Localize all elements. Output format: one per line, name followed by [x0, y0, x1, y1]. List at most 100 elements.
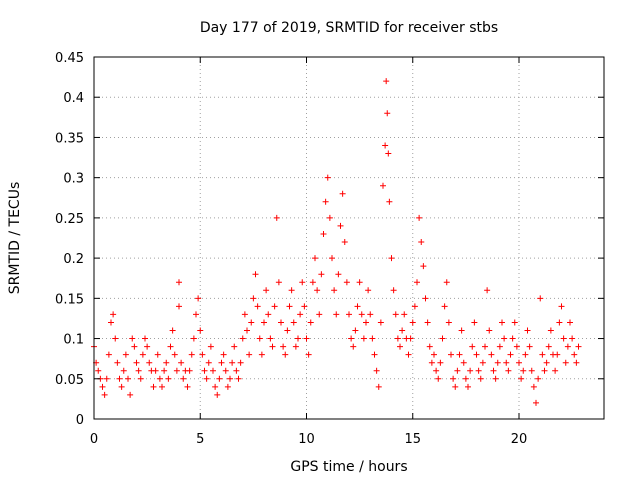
data-point [229, 359, 236, 366]
data-point [513, 343, 520, 350]
data-point [547, 327, 554, 334]
data-point [405, 351, 412, 358]
data-point [120, 367, 127, 374]
data-point [528, 367, 535, 374]
y-tick-label: 0.3 [63, 172, 84, 187]
data-point [246, 351, 253, 358]
data-point [267, 335, 274, 342]
data-point [254, 303, 261, 310]
y-axis-label: SRMTID / TECUs [7, 182, 23, 295]
data-point [222, 367, 229, 374]
data-point [439, 335, 446, 342]
data-point [499, 319, 505, 326]
data-point [420, 263, 427, 270]
data-point [322, 198, 329, 205]
data-point [443, 279, 450, 286]
data-point [383, 78, 390, 85]
data-point [350, 343, 357, 350]
data-point [214, 391, 221, 398]
data-point [363, 319, 369, 326]
grid-layer [94, 57, 604, 419]
data-point [367, 311, 374, 318]
data-point [373, 367, 380, 374]
data-point [129, 335, 136, 342]
data-point [227, 375, 233, 382]
data-point [501, 335, 508, 342]
data-point [390, 287, 397, 294]
data-point [171, 351, 178, 358]
data-point [448, 351, 454, 358]
data-point [193, 311, 199, 318]
ticks-layer: 0 0.05 0.1 0.15 0.2 0.25 0.3 0.35 0.4 0.45 0 5 10 15 2… [55, 51, 604, 447]
data-point [426, 343, 433, 350]
data-point [477, 375, 484, 382]
data-point [562, 359, 569, 366]
y-tick-label: 0.05 [55, 373, 84, 388]
data-point [356, 279, 363, 286]
data-point [237, 359, 244, 366]
data-point [558, 303, 565, 310]
data-point [122, 351, 129, 358]
data-point [271, 303, 278, 310]
data-point [522, 351, 529, 358]
data-point [125, 375, 131, 382]
data-point [303, 335, 310, 342]
data-point [371, 351, 378, 358]
data-point [375, 383, 382, 390]
data-point [210, 367, 216, 374]
data-point [492, 375, 499, 382]
data-point [312, 255, 318, 262]
data-point [471, 319, 478, 326]
data-point [543, 359, 550, 366]
data-point [554, 351, 561, 358]
data-point [154, 351, 161, 358]
data-point [488, 351, 495, 358]
x-tick-label: 10 [298, 432, 315, 447]
data-point [496, 343, 503, 350]
data-point [278, 319, 284, 326]
data-point [535, 375, 542, 382]
data-point [335, 271, 342, 278]
data-point [165, 375, 172, 382]
data-point [552, 367, 559, 374]
data-point [241, 311, 248, 318]
data-point [460, 359, 467, 366]
data-point [541, 367, 548, 374]
data-point [190, 335, 197, 342]
y-tick-label: 0.25 [55, 212, 84, 227]
data-point [385, 150, 392, 157]
data-point [465, 383, 471, 390]
data-point [265, 311, 272, 318]
data-point [454, 367, 461, 374]
data-point [258, 351, 265, 358]
data-point [401, 311, 408, 318]
data-point [286, 303, 293, 310]
data-point [533, 399, 539, 406]
data-point [207, 343, 214, 350]
data-point [354, 303, 361, 310]
data-point [301, 303, 308, 310]
data-point [384, 110, 391, 117]
data-point [484, 287, 491, 294]
data-point [505, 367, 512, 374]
y-tick-label: 0 [76, 413, 84, 428]
data-point [144, 343, 151, 350]
marks-layer [91, 78, 582, 406]
data-point [516, 359, 522, 366]
data-point [307, 319, 314, 326]
data-point [560, 335, 567, 342]
data-point [341, 239, 348, 246]
data-point [433, 367, 440, 374]
data-point [169, 327, 176, 334]
data-point [224, 383, 231, 390]
data-point [220, 351, 227, 358]
data-point [348, 335, 355, 342]
data-point [178, 359, 185, 366]
y-tick-label: 0.2 [63, 252, 84, 267]
data-point [424, 319, 431, 326]
data-point [418, 239, 425, 246]
data-point [422, 295, 429, 302]
data-point [320, 230, 327, 237]
data-point [456, 351, 463, 358]
